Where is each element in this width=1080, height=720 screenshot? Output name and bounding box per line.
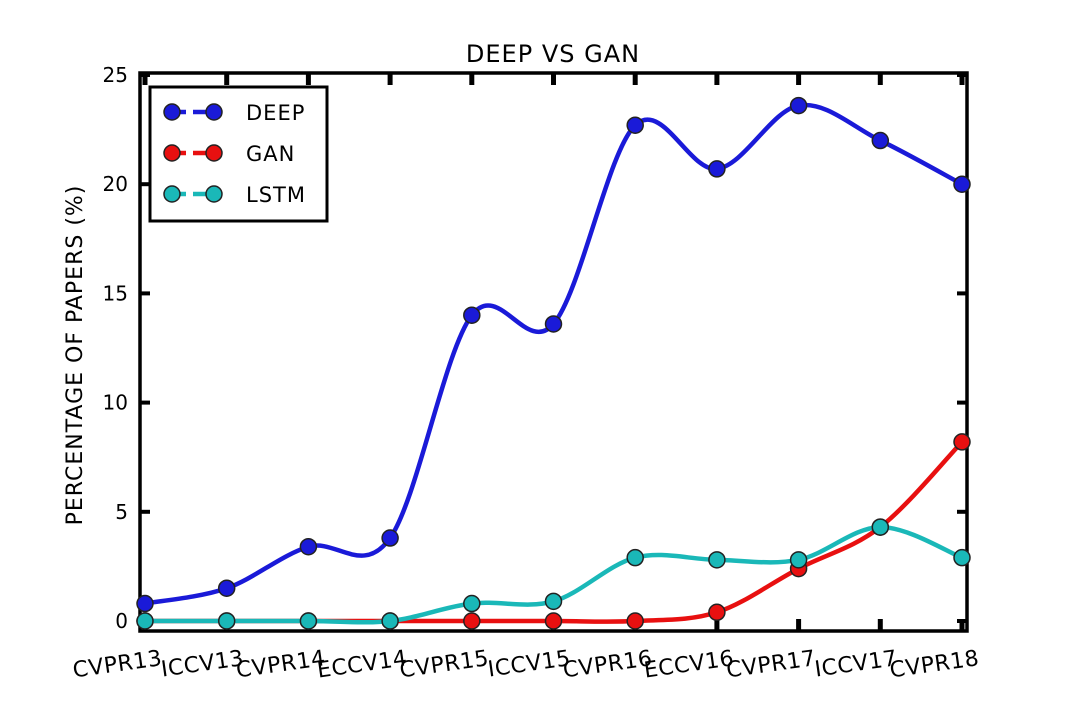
- x-tick-label: ICCV15: [486, 646, 572, 682]
- data-point-lstm: [789, 551, 808, 569]
- y-tick-label: 5: [115, 500, 128, 524]
- legend-marker: [163, 185, 181, 203]
- y-tick-label: 0: [115, 609, 128, 633]
- data-point-gan: [626, 612, 644, 630]
- chart-title: DEEP VS GAN: [466, 40, 640, 68]
- x-tick-label: CVPR13: [71, 646, 164, 683]
- legend-marker: [205, 103, 223, 121]
- data-point-gan: [953, 433, 971, 451]
- data-point-lstm: [544, 592, 563, 611]
- data-point-lstm: [217, 612, 236, 630]
- data-point-deep: [708, 160, 726, 178]
- data-point-deep: [463, 306, 481, 324]
- data-point-gan: [463, 612, 481, 630]
- series-deep: [136, 96, 971, 613]
- data-point-lstm: [299, 612, 318, 630]
- series-lstm: [136, 518, 971, 630]
- x-tick-label: ECCV16: [642, 646, 735, 683]
- data-point-lstm: [463, 594, 481, 613]
- legend-marker: [163, 103, 181, 121]
- data-point-deep: [789, 96, 808, 115]
- data-point-lstm: [626, 548, 644, 567]
- legend-entry-lstm: LSTM: [163, 183, 306, 207]
- data-point-deep: [953, 175, 971, 193]
- legend-marker: [205, 144, 223, 162]
- data-point-lstm: [381, 612, 399, 630]
- y-tick-label: 25: [103, 63, 128, 87]
- legend-marker: [163, 144, 181, 162]
- x-tick-label: CVPR18: [888, 646, 981, 683]
- y-tick-label: 20: [103, 172, 128, 196]
- x-tick-label: CVPR17: [725, 646, 818, 683]
- data-point-deep: [136, 594, 154, 613]
- data-point-deep: [299, 537, 318, 556]
- y-axis-ticks: 0 5 10 15 20 25: [103, 63, 967, 633]
- data-point-gan: [544, 612, 563, 630]
- legend-label: GAN: [246, 142, 295, 166]
- x-tick-label: ICCV17: [813, 646, 899, 682]
- data-point-deep: [381, 529, 399, 547]
- legend-entry-gan: GAN: [163, 142, 295, 166]
- data-point-deep: [217, 579, 236, 597]
- legend-entry-deep: DEEP: [163, 101, 305, 125]
- legend-label: DEEP: [246, 101, 305, 125]
- data-point-lstm: [136, 612, 154, 630]
- x-tick-label: CVPR15: [398, 646, 491, 683]
- data-point-lstm: [953, 548, 971, 567]
- x-tick-label: ICCV13: [160, 646, 246, 682]
- data-point-lstm: [871, 518, 890, 536]
- x-tick-label: CVPR14: [235, 646, 328, 683]
- data-point-deep: [544, 315, 563, 333]
- data-point-gan: [708, 603, 726, 622]
- x-tick-label: CVPR16: [561, 646, 654, 683]
- data-point-deep: [871, 131, 890, 150]
- legend: DEEP GAN LSTM: [148, 85, 329, 223]
- data-point-lstm: [708, 551, 726, 569]
- data-point-deep: [626, 116, 644, 134]
- x-tick-label: ECCV14: [316, 646, 409, 683]
- y-tick-label: 10: [103, 391, 128, 415]
- legend-label: LSTM: [246, 183, 306, 207]
- legend-marker: [205, 185, 223, 203]
- y-axis-label: PERCENTAGE OF PAPERS (%): [63, 185, 88, 526]
- series-layer: [136, 96, 971, 630]
- y-tick-label: 15: [103, 281, 128, 305]
